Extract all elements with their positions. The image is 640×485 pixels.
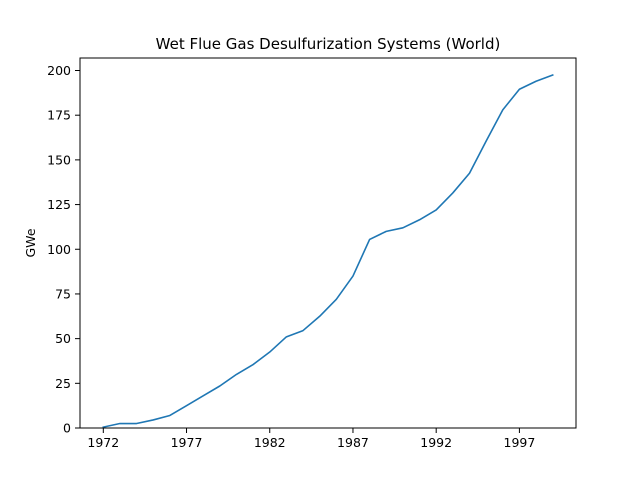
x-tick-label: 1972 [87, 435, 119, 450]
x-tick-label: 1987 [337, 435, 369, 450]
y-tick-label: 125 [47, 197, 71, 212]
y-tick-label: 0 [63, 421, 71, 436]
y-axis-label: GWe [23, 228, 38, 257]
y-tick-label: 75 [55, 286, 71, 301]
y-tick-label: 150 [47, 152, 71, 167]
x-tick-label: 1982 [254, 435, 286, 450]
y-tick-label: 200 [47, 63, 71, 78]
y-tick-label: 175 [47, 108, 71, 123]
x-tick-label: 1977 [171, 435, 203, 450]
x-tick-label: 1992 [420, 435, 452, 450]
y-tick-label: 25 [55, 376, 71, 391]
x-tick-label: 1997 [504, 435, 536, 450]
chart-title: Wet Flue Gas Desulfurization Systems (Wo… [156, 35, 501, 53]
y-tick-label: 100 [47, 242, 71, 257]
y-tick-label: 50 [55, 331, 71, 346]
